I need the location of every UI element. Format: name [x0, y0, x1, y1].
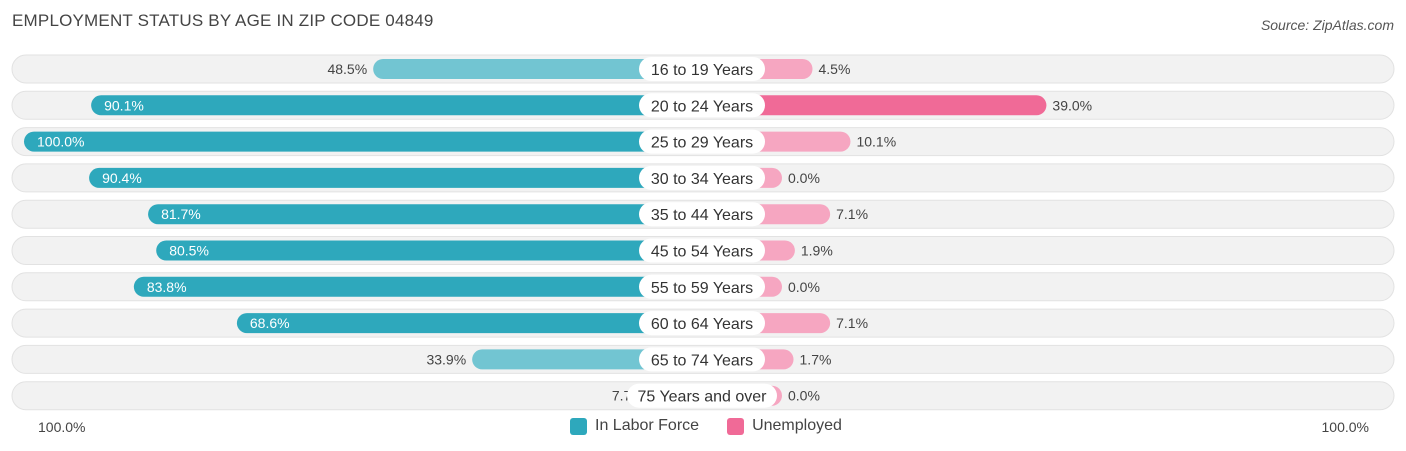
- legend-item-labor-force: In Labor Force: [570, 417, 699, 435]
- data-label-labor-force: 33.9%: [426, 351, 466, 367]
- legend-swatch-unemployed: [727, 417, 745, 435]
- data-label-labor-force: 83.8%: [147, 279, 187, 295]
- category-label: 25 to 29 Years: [651, 135, 753, 152]
- category-label: 65 to 74 Years: [651, 352, 753, 369]
- category-pill: [639, 311, 765, 336]
- data-label-unemployed: 10.1%: [856, 134, 896, 150]
- category-label: 75 Years and over: [638, 389, 768, 406]
- data-label-labor-force: 80.5%: [169, 243, 209, 259]
- category-label: 20 to 24 Years: [651, 98, 753, 115]
- bar-labor-force: [133, 276, 702, 297]
- category-label: 16 to 19 Years: [651, 62, 753, 79]
- category-pill: [639, 165, 765, 190]
- data-label-unemployed: 0.0%: [788, 388, 820, 404]
- data-label-unemployed: 39.0%: [1052, 97, 1092, 113]
- legend-swatch-labor-force: [570, 417, 587, 435]
- category-pill: [639, 274, 765, 299]
- category-label: 45 to 54 Years: [651, 244, 753, 261]
- bar-labor-force: [91, 95, 702, 116]
- bar-labor-force: [156, 240, 702, 261]
- bar-labor-force: [89, 167, 702, 188]
- category-pill: [639, 129, 765, 154]
- data-label-labor-force: 90.4%: [102, 170, 142, 186]
- bar-labor-force: [236, 313, 702, 334]
- category-pill: [627, 383, 777, 408]
- legend-label-labor-force: In Labor Force: [595, 417, 700, 434]
- bar-unemployed: [702, 95, 1047, 116]
- legend: In Labor Force Unemployed: [570, 417, 842, 435]
- category-pill: [639, 93, 765, 118]
- category-pill: [639, 347, 765, 372]
- category-label: 35 to 44 Years: [651, 207, 753, 224]
- data-label-unemployed: 7.1%: [836, 315, 868, 331]
- data-label-unemployed: 1.7%: [800, 351, 832, 367]
- data-label-unemployed: 1.9%: [801, 243, 833, 259]
- axis-right-label: 100.0%: [1321, 419, 1369, 435]
- bar-labor-force: [24, 131, 702, 152]
- category-label: 55 to 59 Years: [651, 280, 753, 297]
- source-credit: Source: ZipAtlas.com: [1260, 17, 1394, 33]
- category-pill: [639, 202, 765, 227]
- data-label-labor-force: 68.6%: [250, 315, 290, 331]
- category-pill: [639, 238, 765, 263]
- data-label-labor-force: 81.7%: [161, 206, 201, 222]
- category-label: 30 to 34 Years: [651, 171, 753, 188]
- category-pill: [639, 57, 765, 81]
- data-label-labor-force: 90.1%: [104, 97, 144, 113]
- bar-labor-force: [148, 204, 703, 225]
- bar-labor-force: [373, 59, 702, 79]
- data-label-labor-force: 100.0%: [37, 134, 84, 150]
- chart-title: EMPLOYMENT STATUS BY AGE IN ZIP CODE 048…: [12, 11, 434, 30]
- legend-item-unemployed: Unemployed: [727, 417, 842, 435]
- category-label: 60 to 64 Years: [651, 316, 753, 333]
- axis-left-label: 100.0%: [38, 419, 86, 435]
- data-label-labor-force: 48.5%: [327, 61, 367, 77]
- data-label-unemployed: 0.0%: [788, 170, 820, 186]
- data-label-unemployed: 7.1%: [836, 206, 868, 222]
- data-label-unemployed: 4.5%: [819, 61, 851, 77]
- data-label-unemployed: 0.0%: [788, 279, 820, 295]
- legend-label-unemployed: Unemployed: [752, 417, 842, 434]
